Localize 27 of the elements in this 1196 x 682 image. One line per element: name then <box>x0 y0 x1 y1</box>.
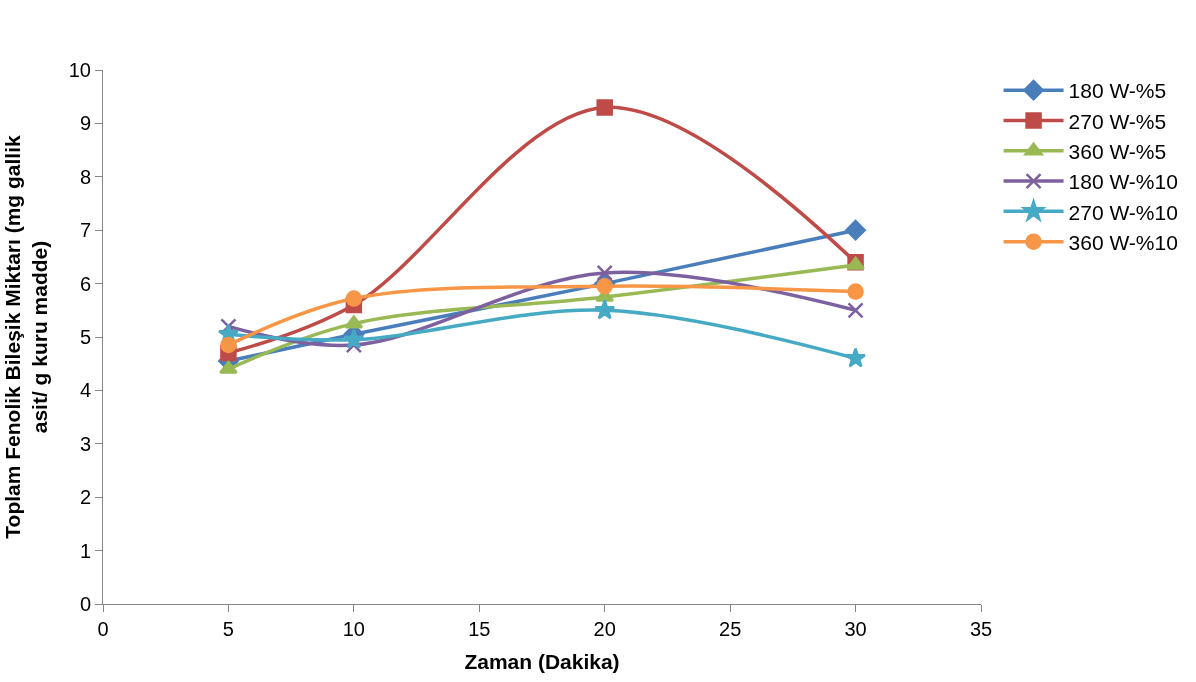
legend-label: 360 W-%10 <box>1068 230 1178 254</box>
x-tick-label: 15 <box>468 618 491 640</box>
x-tick-label: 30 <box>844 618 867 640</box>
y-tick-label: 9 <box>79 112 91 135</box>
x-tick-label: 5 <box>222 618 234 640</box>
y-tick-label: 4 <box>79 379 91 402</box>
y-tick-label: 8 <box>79 165 91 188</box>
x-tick-label: 35 <box>969 618 993 640</box>
legend-label: 360 W-%5 <box>1068 139 1167 163</box>
legend-label: 180 W-%5 <box>1068 79 1167 103</box>
y-tick-label: 10 <box>68 59 91 81</box>
x-tick-label: 25 <box>719 618 742 640</box>
y-tick-label: 5 <box>79 326 91 348</box>
y-axis-title: Toplam Fenolik Bileşik Miktarı (mg gallik asit/ g kuru madde) <box>0 135 51 539</box>
y-tick-label: 3 <box>79 432 91 455</box>
y-tick-label: 1 <box>79 539 91 562</box>
y-tick-label: 0 <box>79 593 91 615</box>
x-tick-label: 20 <box>593 618 616 640</box>
y-tick-label: 7 <box>79 219 91 242</box>
y-tick-label: 6 <box>79 272 91 295</box>
legend-label: 270 W-%5 <box>1068 109 1167 133</box>
x-axis-title: Zaman (Dakika) <box>464 650 620 674</box>
legend-label: 270 W-%10 <box>1068 200 1178 224</box>
x-tick-label: 0 <box>97 618 109 640</box>
y-tick-label: 2 <box>79 486 91 509</box>
legend-label: 180 W-%10 <box>1068 170 1178 194</box>
x-tick-label: 10 <box>342 618 365 640</box>
